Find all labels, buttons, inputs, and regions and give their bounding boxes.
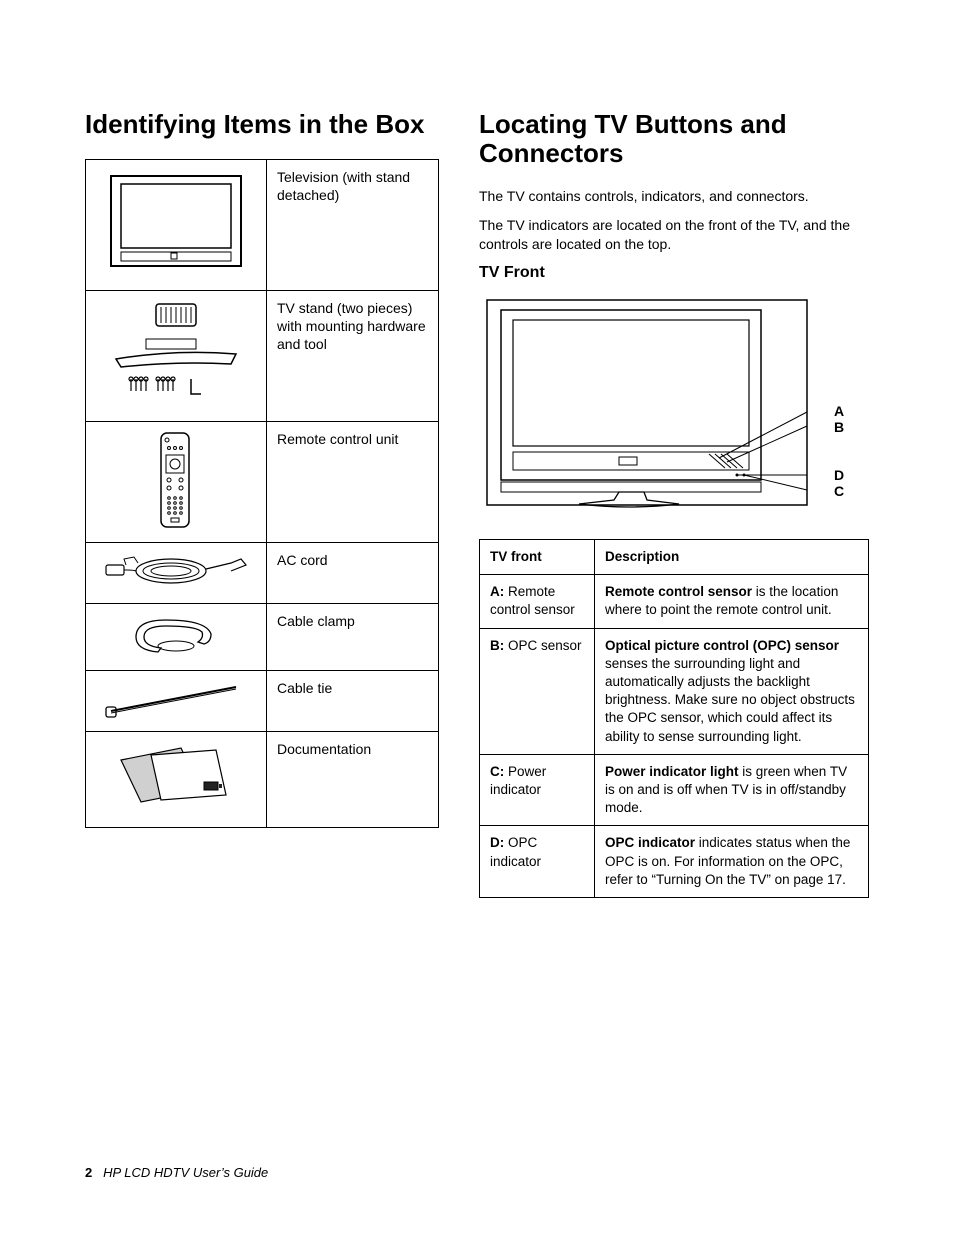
table-row: A: Remote control sensor Remote control …: [480, 575, 869, 628]
item-text: Cable clamp: [267, 604, 439, 670]
tv-front-diagram: A B D C: [479, 292, 869, 527]
item-image-remote: [86, 421, 267, 542]
stand-icon: [96, 299, 256, 409]
remote-icon: [151, 430, 201, 530]
right-column: Locating TV Buttons and Connectors The T…: [479, 110, 869, 898]
item-text: Documentation: [267, 731, 439, 827]
right-heading: Locating TV Buttons and Connectors: [479, 110, 869, 167]
table-row: Cable tie: [86, 670, 439, 731]
page-columns: Identifying Items in the Box Television …: [85, 110, 869, 898]
item-text: Television (with stand detached): [267, 159, 439, 290]
table-cell-label: B: OPC sensor: [480, 628, 595, 754]
table-header: Description: [595, 539, 869, 574]
table-row: AC cord: [86, 543, 439, 604]
subheading-tv-front: TV Front: [479, 264, 869, 282]
page-number: 2: [85, 1165, 92, 1180]
tv-front-table: TV front Description A: Remote control s…: [479, 539, 869, 898]
left-column: Identifying Items in the Box Television …: [85, 110, 439, 898]
item-text: Cable tie: [267, 670, 439, 731]
footer-title: HP LCD HDTV User’s Guide: [103, 1165, 268, 1180]
table-cell-desc: OPC indicator indicates status when the …: [595, 826, 869, 898]
table-row: D: OPC indicator OPC indicator indicates…: [480, 826, 869, 898]
table-row: Cable clamp: [86, 604, 439, 670]
page-footer: 2 HP LCD HDTV User’s Guide: [85, 1165, 268, 1180]
item-text: TV stand (two pieces) with mounting hard…: [267, 290, 439, 421]
cord-icon: [96, 551, 256, 591]
docs-icon: [106, 740, 246, 815]
diagram-label-a: A: [834, 403, 844, 419]
item-image-cord: [86, 543, 267, 604]
item-image-tv: [86, 159, 267, 290]
table-cell-desc: Optical picture control (OPC) sensor sen…: [595, 628, 869, 754]
tv-icon: [96, 168, 256, 278]
table-row: C: Power indicator Power indicator light…: [480, 754, 869, 826]
clamp-icon: [116, 612, 236, 657]
diagram-label-c: C: [834, 483, 844, 499]
item-image-docs: [86, 731, 267, 827]
item-image-clamp: [86, 604, 267, 670]
table-row: Television (with stand detached): [86, 159, 439, 290]
table-cell-label: D: OPC indicator: [480, 826, 595, 898]
items-table: Television (with stand detached): [85, 159, 439, 828]
table-cell-desc: Remote control sensor is the location wh…: [595, 575, 869, 628]
table-row: Documentation: [86, 731, 439, 827]
item-text: AC cord: [267, 543, 439, 604]
item-image-stand: [86, 290, 267, 421]
table-cell-desc: Power indicator light is green when TV i…: [595, 754, 869, 826]
paragraph: The TV contains controls, indicators, an…: [479, 187, 869, 206]
left-heading: Identifying Items in the Box: [85, 110, 439, 139]
table-header: TV front: [480, 539, 595, 574]
table-row: Remote control unit: [86, 421, 439, 542]
diagram-label-b: B: [834, 419, 844, 435]
item-image-tie: [86, 670, 267, 731]
item-text: Remote control unit: [267, 421, 439, 542]
tie-icon: [96, 679, 256, 719]
diagram-label-d: D: [834, 467, 844, 483]
tv-front-svg: A B D C: [479, 292, 869, 522]
table-cell-label: A: Remote control sensor: [480, 575, 595, 628]
table-header-row: TV front Description: [480, 539, 869, 574]
table-row: TV stand (two pieces) with mounting hard…: [86, 290, 439, 421]
table-row: B: OPC sensor Optical picture control (O…: [480, 628, 869, 754]
table-cell-label: C: Power indicator: [480, 754, 595, 826]
paragraph: The TV indicators are located on the fro…: [479, 216, 869, 254]
